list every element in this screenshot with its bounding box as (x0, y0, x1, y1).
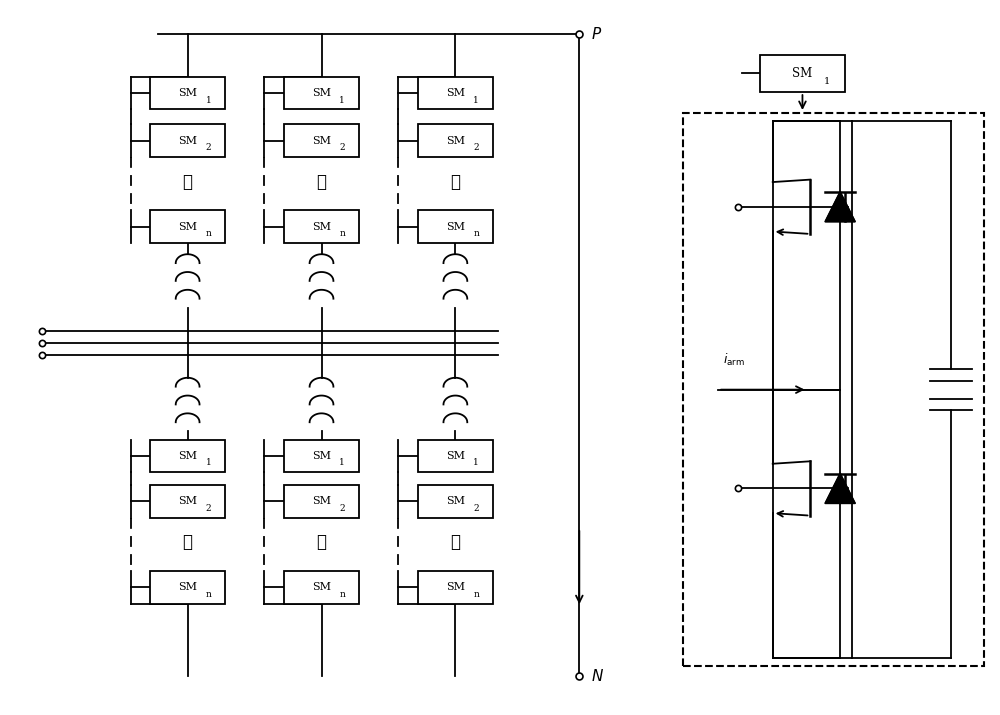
Text: 1: 1 (473, 96, 479, 104)
Text: ⋮: ⋮ (450, 534, 460, 551)
Text: SM: SM (312, 222, 331, 232)
Bar (284, 485, 359, 518)
Text: n: n (205, 590, 211, 598)
Bar (760, 54, 845, 92)
Text: 2: 2 (205, 143, 211, 152)
Text: SM: SM (178, 88, 197, 98)
Text: SM: SM (446, 496, 465, 506)
Bar (418, 124, 493, 157)
Text: 1: 1 (205, 458, 211, 468)
Text: n: n (339, 590, 345, 598)
Bar (150, 210, 225, 243)
Text: SM: SM (312, 136, 331, 146)
Text: 1: 1 (339, 458, 345, 468)
Bar (418, 440, 493, 472)
Bar (418, 77, 493, 109)
Bar (284, 210, 359, 243)
Text: SM: SM (446, 88, 465, 98)
Text: $i_{\rm arm}$: $i_{\rm arm}$ (723, 352, 745, 368)
Text: SM: SM (312, 88, 331, 98)
Text: 2: 2 (473, 504, 479, 513)
Text: ⋮: ⋮ (450, 174, 460, 191)
Text: ⋮: ⋮ (317, 174, 327, 191)
Text: $P$: $P$ (591, 26, 602, 41)
Bar (284, 124, 359, 157)
Polygon shape (825, 473, 855, 503)
Text: SM: SM (792, 66, 813, 80)
Text: 2: 2 (205, 504, 211, 513)
Text: SM: SM (446, 582, 465, 592)
Bar (418, 485, 493, 518)
Text: SM: SM (178, 222, 197, 232)
Bar (418, 571, 493, 603)
Text: 1: 1 (205, 96, 211, 104)
Polygon shape (825, 192, 855, 222)
Text: SM: SM (312, 496, 331, 506)
Bar (150, 571, 225, 603)
Text: 1: 1 (473, 458, 479, 468)
Text: n: n (473, 590, 479, 598)
Text: SM: SM (312, 451, 331, 461)
Text: SM: SM (446, 136, 465, 146)
Bar (284, 571, 359, 603)
Text: SM: SM (178, 136, 197, 146)
Text: 1: 1 (824, 77, 831, 86)
Bar (150, 440, 225, 472)
Text: n: n (205, 229, 211, 238)
Text: n: n (473, 229, 479, 238)
Text: SM: SM (178, 582, 197, 592)
Text: SM: SM (446, 222, 465, 232)
Text: SM: SM (178, 451, 197, 461)
Text: ⋮: ⋮ (183, 174, 193, 191)
Text: 2: 2 (339, 143, 345, 152)
Text: ⋮: ⋮ (317, 534, 327, 551)
Bar (150, 485, 225, 518)
Text: n: n (339, 229, 345, 238)
Text: ⋮: ⋮ (183, 534, 193, 551)
Bar (150, 124, 225, 157)
Text: 2: 2 (473, 143, 479, 152)
Text: 2: 2 (339, 504, 345, 513)
Bar (284, 77, 359, 109)
Text: SM: SM (446, 451, 465, 461)
Text: $N$: $N$ (591, 669, 604, 684)
Text: SM: SM (178, 496, 197, 506)
Text: SM: SM (312, 582, 331, 592)
Text: 1: 1 (339, 96, 345, 104)
Bar (418, 210, 493, 243)
Bar (284, 440, 359, 472)
Bar (150, 77, 225, 109)
Bar (683, 113, 984, 666)
